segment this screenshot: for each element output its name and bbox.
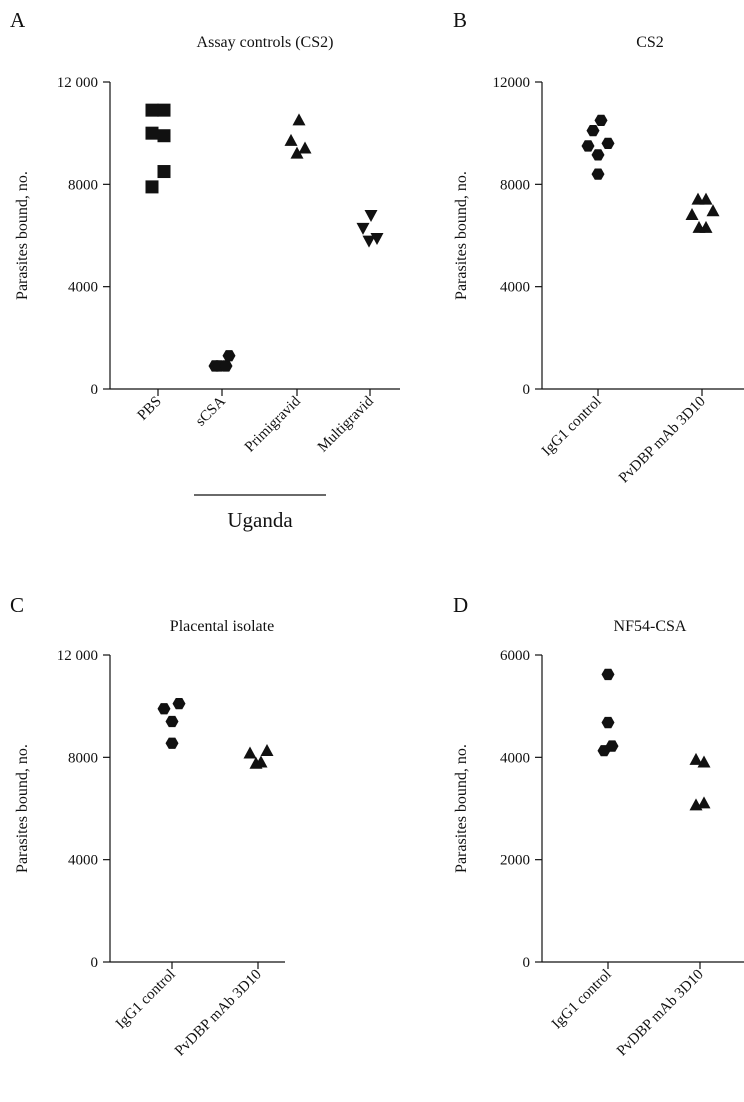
panel-title: Placental isolate [170,618,274,635]
y-tick-label: 12 000 [57,75,98,91]
x-tick-label: PvDBP mAb 3D10 [614,967,707,1060]
y-tick-label: 12000 [493,75,531,91]
data-point [370,233,384,246]
data-point [145,180,159,194]
data-point [172,698,186,710]
y-tick-label: 8000 [500,177,530,193]
panel-d: D NF54-CSA 0 2000 4000 6000 Parasites bound, n… [453,593,744,1059]
data-point [145,103,159,117]
data-point [157,165,171,179]
panel-letter: B [453,8,467,32]
data-point [362,235,376,248]
panel-letter: A [10,8,26,32]
panel-letter: D [453,593,468,617]
y-axis-label: Parasites bound, no. [453,744,470,873]
data-point [605,740,619,752]
data-point [591,149,605,161]
panel-title: NF54-CSA [614,618,687,635]
data-point [165,715,179,728]
y-tick-label: 4000 [500,750,530,766]
y-tick-label: 2000 [500,853,530,869]
data-point [145,126,159,140]
data-point [284,133,298,146]
data-point [581,140,595,152]
data-point [356,222,370,235]
x-tick-label: sCSA [193,393,229,429]
y-axis-label: Parasites bound, no. [14,171,31,300]
y-tick-label: 0 [91,382,99,398]
x-tick-label: IgG1 control [113,967,179,1033]
data-point [689,752,703,765]
data-point [586,125,600,137]
panel-a: A Assay controls (CS2) 0 4000 8000 12 000 Para… [10,8,400,532]
y-axis-label: Parasites bound, no. [453,171,470,300]
data-point [260,743,274,756]
y-tick-label: 4000 [500,280,530,296]
panel-title: CS2 [636,34,664,51]
y-tick-label: 0 [523,382,531,398]
x-tick-label: Multigravid [315,393,377,455]
y-axis-label: Parasites bound, no. [14,744,31,873]
x-tick-label: IgG1 control [539,394,605,460]
panel-letter: C [10,593,24,617]
x-tick-label: PBS [135,394,165,424]
data-point [601,668,615,681]
data-point [699,220,713,233]
data-point [157,129,171,143]
data-point [685,208,699,221]
x-tick-label: PvDBP mAb 3D10 [616,394,709,487]
x-tick-label: PvDBP mAb 3D10 [172,967,265,1060]
y-tick-label: 4000 [68,280,98,296]
y-tick-label: 8000 [68,177,98,193]
group-label: Uganda [227,508,293,532]
data-point [243,746,257,759]
x-tick-label: Primigravid [242,393,304,455]
y-tick-label: 0 [523,955,531,971]
data-point [254,755,268,768]
data-point [292,113,306,126]
data-point [165,737,179,749]
panel-b: B CS2 0 4000 8000 12000 Parasites bound, no. Ig… [453,8,744,486]
data-point [706,204,720,217]
y-tick-label: 4000 [68,853,98,869]
data-point [157,103,171,117]
data-point [298,141,312,154]
data-point [594,114,608,126]
data-point [601,137,615,149]
data-point [222,350,236,362]
y-tick-label: 6000 [500,648,530,664]
data-point [157,703,171,715]
data-point [219,360,233,372]
data-point [591,168,605,180]
data-point [697,755,711,768]
data-point [697,796,711,809]
data-point [601,716,615,729]
y-tick-label: 0 [91,955,99,971]
data-point [699,192,713,205]
data-point [364,210,378,223]
panel-c: C Placental isolate 0 4000 8000 12 000 Parasit… [10,593,285,1059]
y-tick-label: 8000 [68,750,98,766]
y-tick-label: 12 000 [57,648,98,664]
x-tick-label: IgG1 control [549,967,615,1033]
data-point [290,146,304,159]
panel-title: Assay controls (CS2) [197,34,334,51]
